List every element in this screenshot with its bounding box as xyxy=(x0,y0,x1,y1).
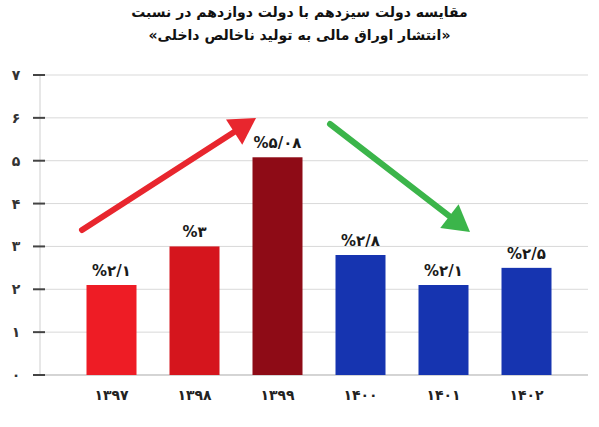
y-tick-label: ۲ xyxy=(12,281,21,297)
data-label: %۲/۱ xyxy=(424,262,463,280)
x-tick-label: ۱۳۹۹ xyxy=(260,387,295,403)
data-label: %۲/۵ xyxy=(507,245,546,263)
y-axis-line xyxy=(40,75,41,375)
arrow-shaft xyxy=(82,132,234,230)
arrow-shaft xyxy=(330,124,449,216)
background xyxy=(0,0,599,427)
data-label: %۳ xyxy=(182,223,206,241)
data-label: %۲/۸ xyxy=(341,232,380,250)
y-tick-label: ۳ xyxy=(12,238,21,254)
y-axis: ۰ ۱ ۲ ۳ ۴ ۵ ۶ ۷ xyxy=(12,67,45,383)
x-axis: ۱۳۹۷ ۱۳۹۸ ۱۳۹۹ ۱۴۰۰ ۱۴۰۱ ۱۴۰۲ xyxy=(94,387,544,403)
x-tick-label: ۱۳۹۷ xyxy=(94,387,129,403)
bar xyxy=(253,157,303,375)
x-tick-label: ۱۴۰۱ xyxy=(426,387,460,403)
title: مقایسه دولت سیزدهم با دولت دوازدهم در نس… xyxy=(131,4,468,21)
bar xyxy=(419,285,469,375)
grid-line xyxy=(45,117,588,118)
grid-line xyxy=(45,75,588,76)
bar xyxy=(170,246,220,375)
data-label: %۵/۰۸ xyxy=(254,134,302,152)
grid xyxy=(45,75,588,375)
y-tick xyxy=(33,374,45,376)
arrow xyxy=(82,118,256,230)
bars xyxy=(87,157,552,375)
y-tick xyxy=(33,117,45,119)
x-tick-label: ۱۴۰۲ xyxy=(509,387,544,403)
chart-container: مقایسه دولت سیزدهم با دولت دوازدهم در نس… xyxy=(0,0,599,427)
bar xyxy=(502,268,552,375)
y-tick-label: ۷ xyxy=(12,67,21,83)
y-tick xyxy=(33,203,45,205)
arrow-head xyxy=(226,118,256,145)
grid-line xyxy=(45,160,588,161)
arrow-head xyxy=(440,204,470,232)
x-tick-label: ۱۳۹۸ xyxy=(177,387,212,403)
y-tick-label: ۱ xyxy=(12,324,21,340)
y-tick xyxy=(33,288,45,290)
x-tick-label: ۱۴۰۰ xyxy=(343,387,377,403)
y-tick-label: ۰ xyxy=(12,367,21,383)
y-tick xyxy=(33,160,45,162)
data-label: %۲/۱ xyxy=(92,262,131,280)
y-tick xyxy=(33,331,45,333)
bar xyxy=(87,285,137,375)
y-tick xyxy=(33,74,45,76)
y-tick-label: ۶ xyxy=(12,110,21,126)
y-tick-label: ۴ xyxy=(12,196,21,212)
chart-svg: مقایسه دولت سیزدهم با دولت دوازدهم در نس… xyxy=(0,0,599,427)
data-labels: %۲/۱ %۳ %۵/۰۸ %۲/۸ %۲/۱ %۲/۵ xyxy=(92,134,546,280)
arrow xyxy=(330,124,470,232)
subtitle: «انتشار اوراق مالی به تولید ناخالص داخلی… xyxy=(149,27,451,44)
y-tick-label: ۵ xyxy=(12,153,21,169)
y-tick xyxy=(33,245,45,247)
bar xyxy=(336,255,386,375)
page: {"chart_data": {"type": "bar", "title": … xyxy=(0,0,599,427)
